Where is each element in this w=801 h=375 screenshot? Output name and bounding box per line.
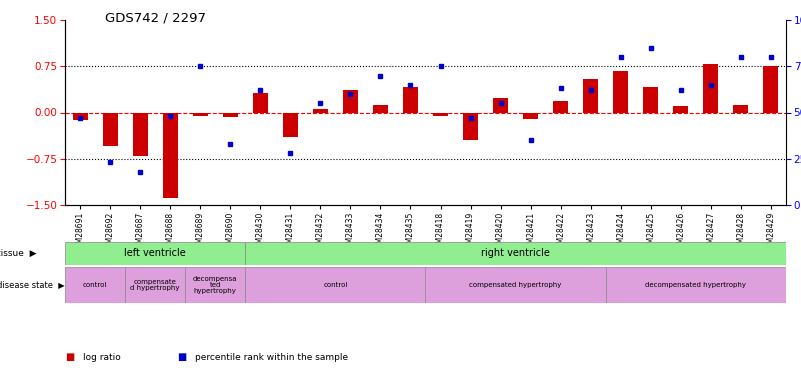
Text: percentile rank within the sample: percentile rank within the sample — [195, 352, 348, 362]
Text: control: control — [323, 282, 348, 288]
Bar — [163, 112, 178, 198]
Bar — [133, 112, 147, 156]
Bar — [614, 70, 628, 112]
Text: compensated hypertrophy: compensated hypertrophy — [469, 282, 562, 288]
Bar — [343, 90, 358, 112]
Text: compensate
d hypertrophy: compensate d hypertrophy — [131, 279, 180, 291]
Bar — [606, 267, 786, 303]
Text: disease state  ▶: disease state ▶ — [0, 280, 65, 290]
Text: ■: ■ — [177, 352, 187, 362]
Text: log ratio: log ratio — [83, 352, 120, 362]
Bar — [253, 93, 268, 112]
Text: GDS742 / 2297: GDS742 / 2297 — [105, 11, 206, 24]
Bar — [313, 110, 328, 112]
Text: left ventricle: left ventricle — [124, 249, 186, 258]
Bar — [583, 79, 598, 112]
Bar — [65, 242, 245, 265]
Bar — [185, 267, 245, 303]
Bar — [73, 112, 87, 120]
Bar — [643, 87, 658, 112]
Bar — [493, 98, 508, 112]
Bar — [373, 105, 388, 112]
Text: tissue  ▶: tissue ▶ — [0, 249, 36, 258]
Bar — [433, 112, 448, 116]
Text: control: control — [83, 282, 107, 288]
Bar — [245, 242, 786, 265]
Text: ■: ■ — [65, 352, 74, 362]
Bar — [245, 267, 425, 303]
Text: decompensa
ted
hypertrophy: decompensa ted hypertrophy — [193, 276, 237, 294]
Bar — [193, 112, 207, 116]
Text: right ventricle: right ventricle — [481, 249, 550, 258]
Bar — [553, 101, 568, 112]
Bar — [463, 112, 478, 140]
Bar — [523, 112, 538, 118]
Bar — [734, 105, 748, 112]
Bar — [283, 112, 298, 137]
Bar — [403, 87, 418, 112]
Bar — [103, 112, 118, 146]
Text: decompensated hypertrophy: decompensated hypertrophy — [646, 282, 747, 288]
Bar — [125, 267, 185, 303]
Bar — [674, 106, 688, 112]
Bar — [703, 64, 718, 112]
Bar — [425, 267, 606, 303]
Bar — [763, 66, 779, 112]
Bar — [223, 112, 238, 117]
Bar — [65, 267, 125, 303]
